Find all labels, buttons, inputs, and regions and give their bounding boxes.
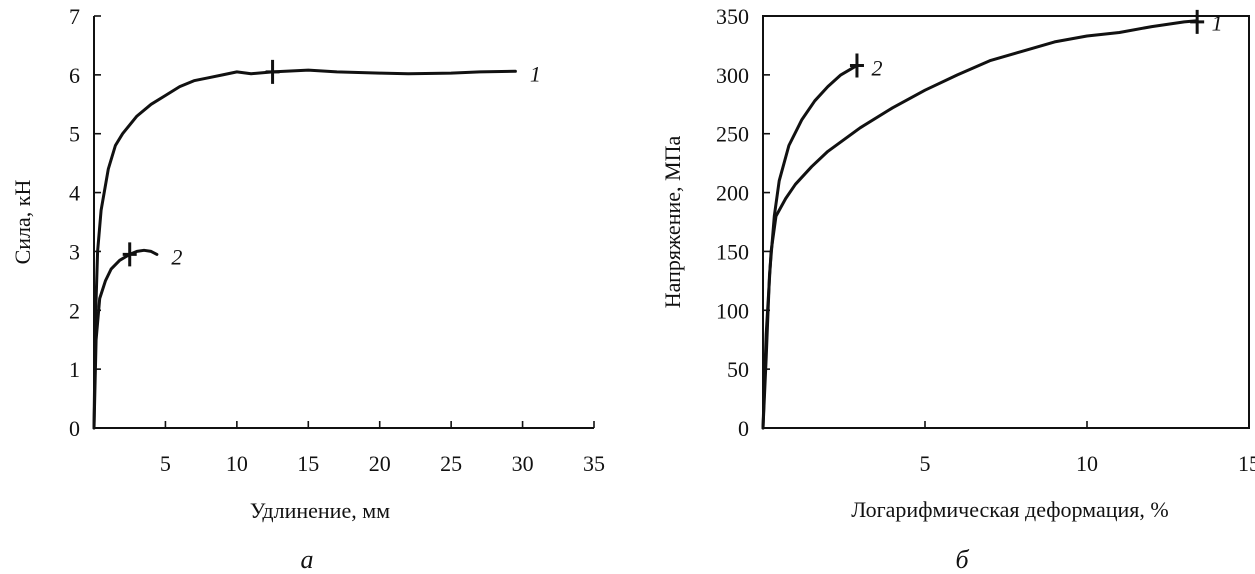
panel-a-fracture-marker-2 [122,242,137,267]
panel-a-x-tick-label: 30 [512,451,534,476]
panel-a-x-axis-title: Удлинение, мм [250,498,390,523]
panel-b-curves: 12 [761,9,1223,430]
panel-a-y-tick-label: 3 [69,239,80,264]
panel-b-y-tick-label: 50 [727,357,749,382]
panel-b-y-tick-label: 100 [716,298,749,323]
panel-a-y-tick-label: 6 [69,63,80,88]
panel-b-fracture-marker-2 [849,53,864,78]
panel-a-curve-label-2: 2 [171,244,182,269]
panel-a-y-tick-label: 7 [69,4,80,29]
panel-a-y-tick-label: 2 [69,298,80,323]
panel-b-x-tick-label: 10 [1076,451,1098,476]
panel-b-ticks: 0 50 100 150 200 250 300 350 5 10 15 [716,4,1255,476]
panel-b-y-axis-title: Напряжение, МПа [660,136,685,309]
panel-a-y-tick-label: 5 [69,122,80,147]
panel-a-x-tick-label: 25 [440,451,462,476]
panel-a-y-tick-label: 1 [69,357,80,382]
panel-a-curves: 12 [92,59,541,430]
panel-b-x-tick-label: 15 [1238,451,1255,476]
panel-b-x-tick-label: 5 [920,451,931,476]
panel-a-x-tick-label: 15 [297,451,319,476]
panel-a-y-tick-label: 0 [69,416,80,441]
panel-a-curve-1 [92,68,517,430]
panel-b-label: б [955,545,969,574]
panel-b-y-tick-label: 150 [716,239,749,264]
panel-b-fracture-marker-1 [1190,9,1205,34]
panel-a-label: а [301,545,314,574]
panel-a-x-tick-label: 5 [160,451,171,476]
panel-a-curve-2 [92,248,159,430]
panel-a-fracture-marker-1 [265,59,280,84]
panel-b-y-tick-label: 300 [716,63,749,88]
panel-a-curve-label-1: 1 [530,61,541,86]
panel-b-y-tick-label: 250 [716,122,749,147]
panel-a-y-axis-title: Сила, кН [10,180,35,265]
panel-b-y-tick-label: 350 [716,4,749,29]
panel-b-x-axis-title: Логарифмическая деформация, % [851,497,1168,522]
panel-a-x-tick-label: 35 [583,451,605,476]
panel-b-curve-2 [761,63,859,430]
panel-b-y-tick-label: 0 [738,416,749,441]
panel-b-curve-1 [761,19,1199,430]
panel-b-frame [762,15,1250,429]
panel-b-curve-label-2: 2 [871,55,882,80]
panel-a-x-tick-label: 10 [226,451,248,476]
panel-b-y-tick-label: 200 [716,181,749,206]
panel-a-y-tick-label: 4 [69,181,80,206]
panel-a-x-tick-label: 20 [369,451,391,476]
panel-b-curve-label-1: 1 [1212,11,1223,36]
